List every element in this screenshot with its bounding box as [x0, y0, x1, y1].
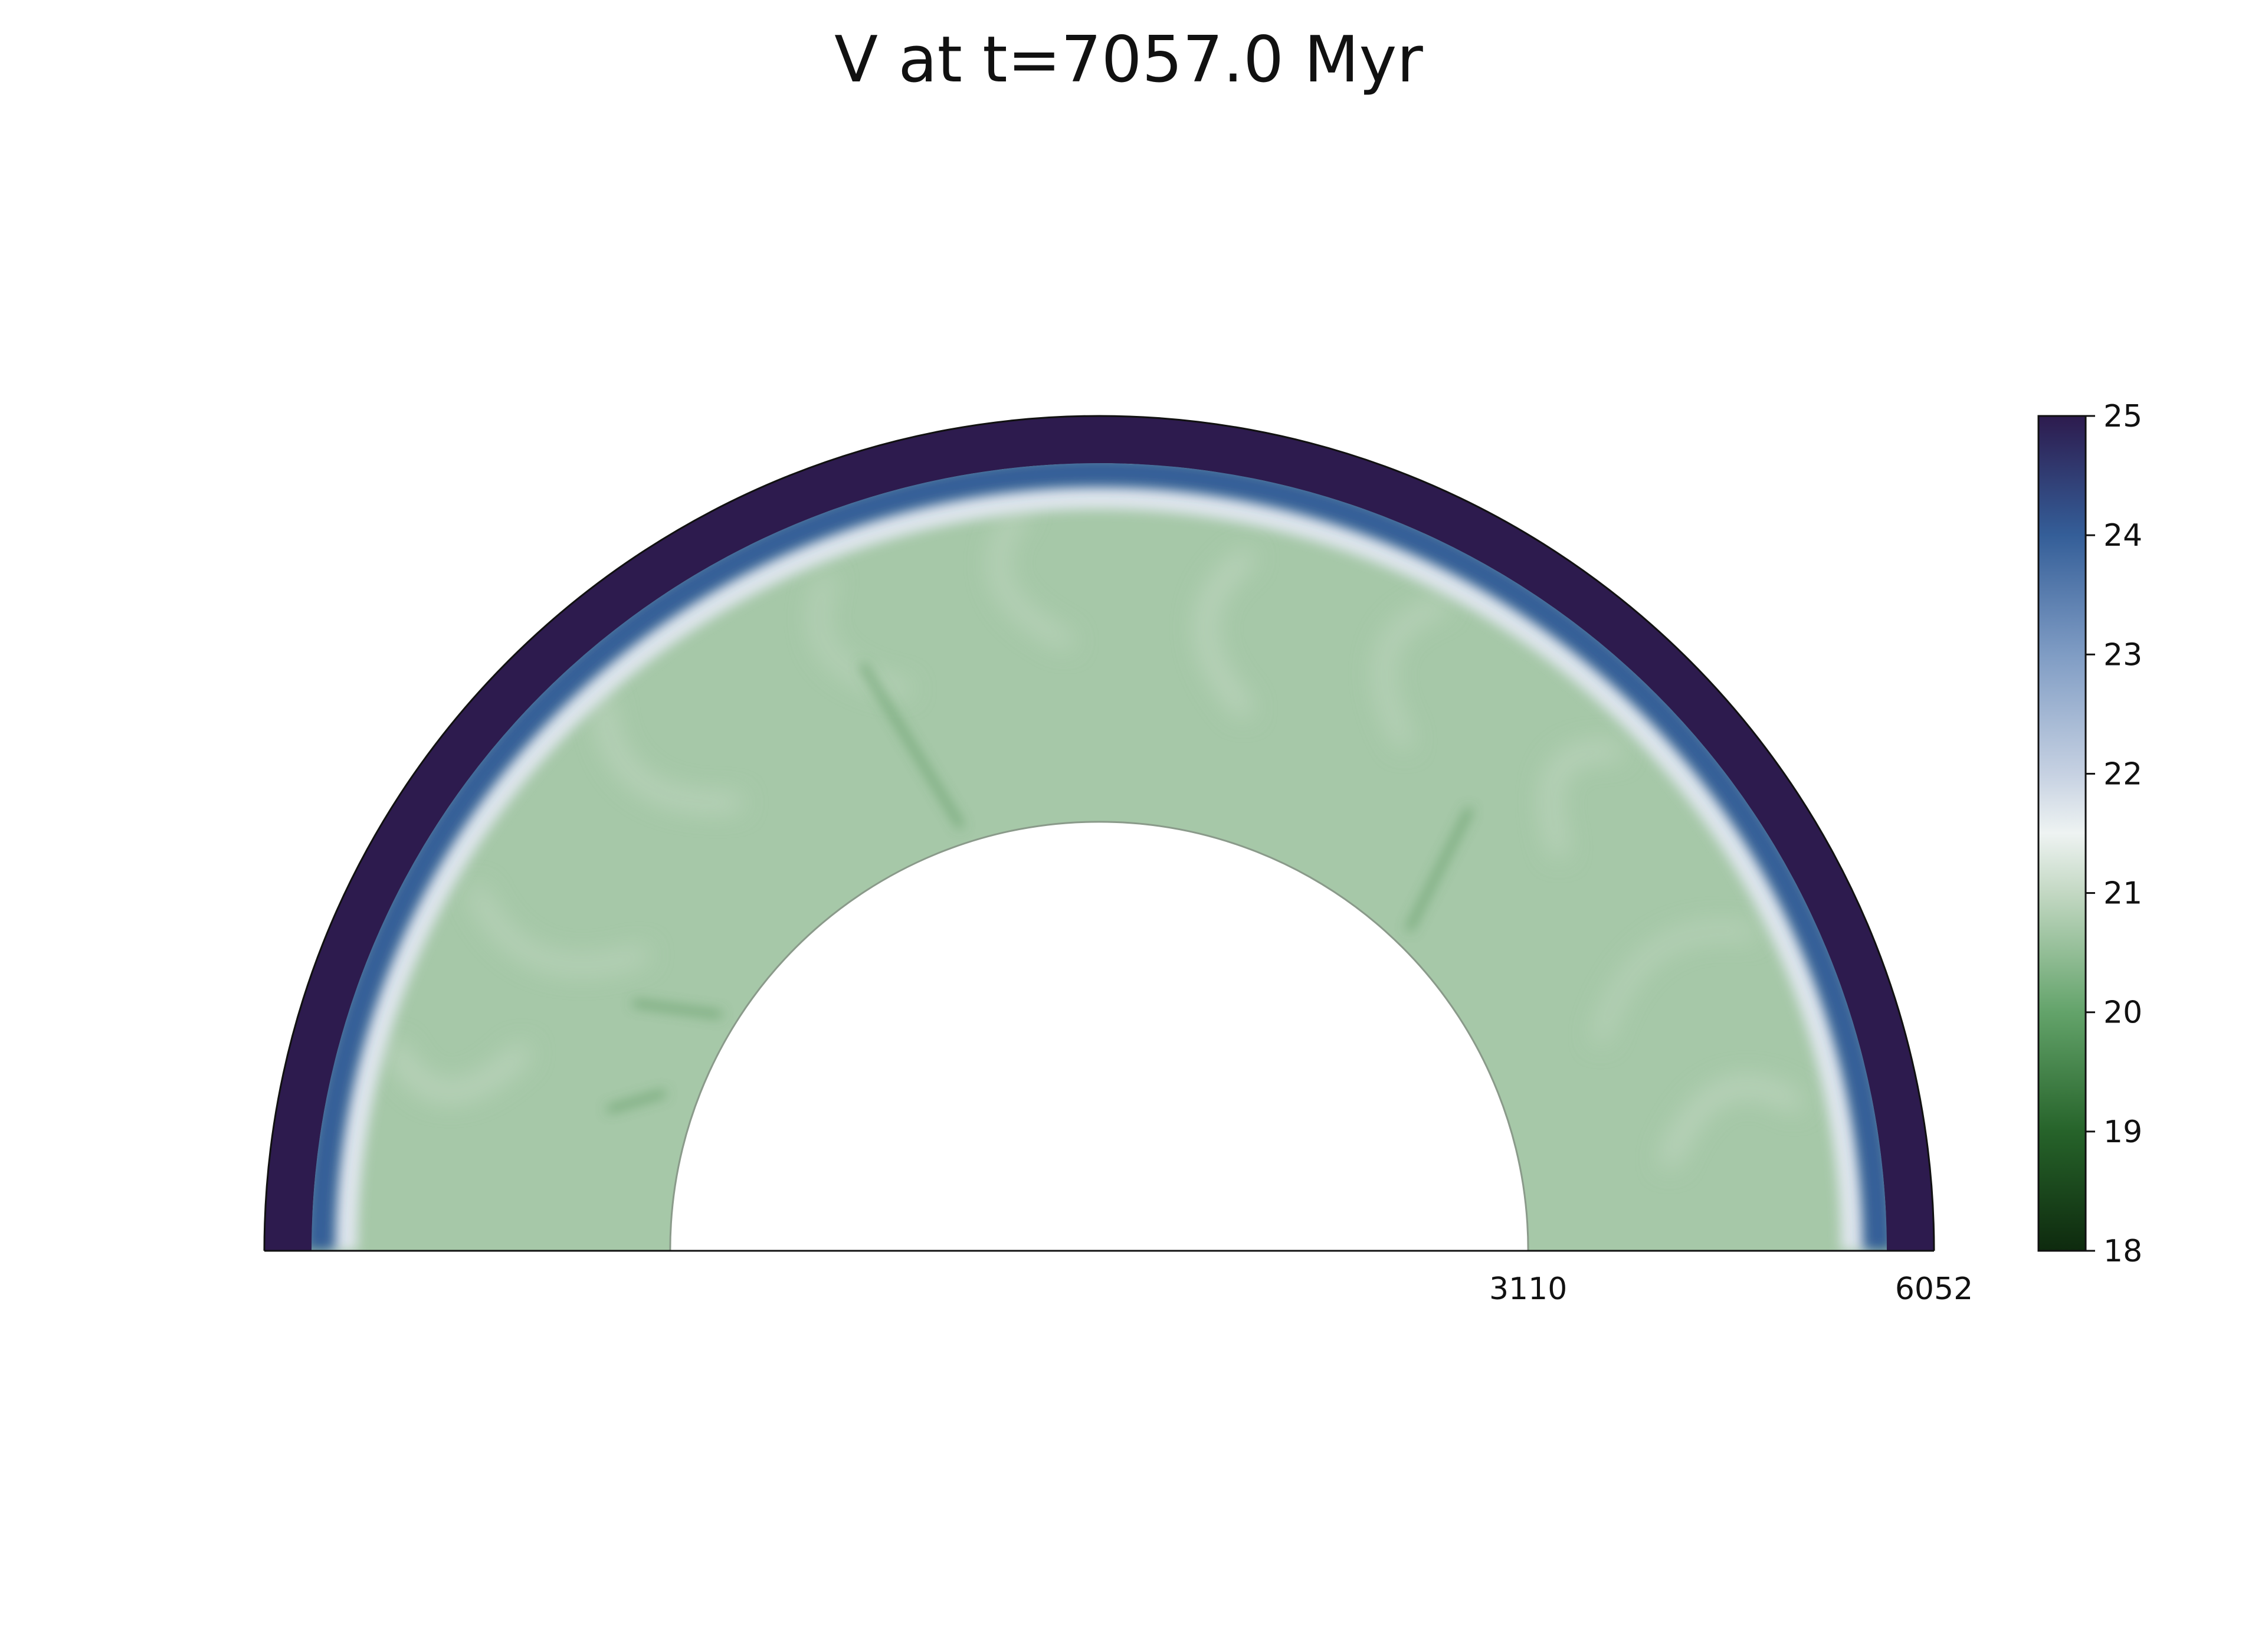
polar-plot-area: 3110 6052 [263, 415, 1973, 1307]
colorbar: 18 19 20 21 22 23 24 25 [2037, 399, 2142, 1269]
plume-streak [1199, 550, 1253, 716]
colorbar-tick-label: 24 [2103, 518, 2142, 553]
colorbar-tick-label: 23 [2103, 637, 2142, 673]
colorbar-ticks: 18 19 20 21 22 23 24 25 [2086, 399, 2142, 1269]
downwelling-line [859, 662, 964, 829]
plume-streak [1378, 599, 1448, 748]
outer-surface-edge [263, 415, 1935, 1251]
plume-streak [596, 693, 742, 809]
colorbar-tick-label: 19 [2103, 1115, 2142, 1150]
colorbar-tick-label: 22 [2103, 756, 2142, 792]
upwelling-plumes [389, 504, 1802, 1167]
downwelling-line [1406, 807, 1473, 932]
plume-streak [813, 573, 911, 694]
plume-streak [992, 504, 1073, 647]
plume-streak [389, 1043, 529, 1099]
colorbar-tick-label: 25 [2103, 399, 2142, 434]
plume-streak [471, 886, 648, 971]
plume-streak [1595, 926, 1756, 1043]
core-mantle-boundary [669, 821, 1529, 1251]
plume-streak [1663, 1080, 1802, 1167]
radial-tick-outer: 6052 [1895, 1271, 1973, 1307]
chart-title: V at t=7057.0 Myr [834, 23, 1423, 97]
radial-tick-inner: 3110 [1489, 1271, 1567, 1307]
downwelling-line [632, 1000, 722, 1018]
downwelling-sheets [607, 662, 1473, 1113]
colorbar-bar [2037, 415, 2087, 1252]
colorbar-tick-label: 20 [2103, 995, 2142, 1031]
colorbar-tick-label: 21 [2103, 876, 2142, 912]
mantle-field [312, 463, 1887, 1251]
downwelling-line [607, 1090, 666, 1113]
colorbar-tick-label: 18 [2103, 1234, 2142, 1269]
plume-streak [1545, 745, 1622, 857]
